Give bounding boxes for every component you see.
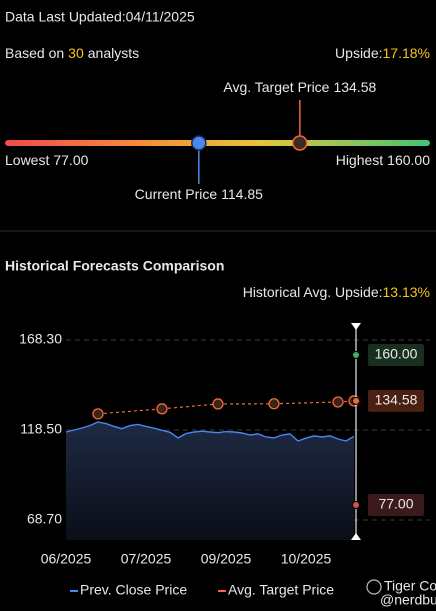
range-dot [352, 500, 360, 509]
watermark-brand: Tiger Community [384, 578, 436, 594]
target-marker [292, 135, 308, 151]
target-text: Avg. Target Price 134.58 [223, 79, 376, 95]
gauge-bar [5, 140, 430, 146]
target-dot [268, 398, 280, 410]
upside-text: Upside:17.18% [335, 45, 430, 61]
range-dot [352, 350, 360, 359]
target-dot [156, 403, 168, 415]
y-tick-label: 118.50 [20, 421, 62, 437]
y-tick-label: 68.70 [27, 511, 62, 527]
target-text-label: Avg. Target Price [223, 79, 329, 95]
current-marker [191, 135, 207, 151]
analysts-count: 30 [68, 45, 84, 61]
current-text: Current Price 114.85 [135, 186, 263, 202]
target-dot [332, 396, 344, 408]
chart-title: Historical Forecasts Comparison [5, 258, 224, 274]
analysts-suffix: analysts [88, 45, 139, 61]
gauge-high-value: 160.00 [387, 152, 430, 168]
x-tick-label: 09/2025 [201, 551, 252, 567]
x-tick-label: 06/2025 [41, 551, 92, 567]
gauge-low-label: Lowest [5, 152, 49, 168]
range-box [368, 343, 424, 366]
hist-upside-value: 13.13% [383, 284, 430, 300]
current-text-label: Current Price [135, 186, 218, 202]
cursor-top [351, 323, 361, 330]
current-text-value: 114.85 [221, 186, 263, 202]
upside-label: Upside: [335, 45, 382, 61]
range-label: 134.58 [375, 392, 418, 408]
target-dot [212, 398, 224, 410]
cursor-bottom [351, 533, 361, 540]
gauge-low: Lowest 77.00 [5, 152, 89, 168]
analysts-prefix: Based on [5, 45, 64, 61]
target-dot [92, 408, 104, 420]
upside-value: 17.18% [383, 45, 430, 61]
range-box [368, 493, 424, 516]
legend-label: Prev. Close Price [80, 582, 187, 598]
y-tick-label: 168.30 [19, 331, 62, 347]
gauge-high: Highest 160.00 [336, 152, 431, 168]
target-segment [97, 408, 163, 415]
hist-upside-text: Historical Avg. Upside:13.13% [243, 284, 430, 300]
watermark: Tiger Community @nerdbull1669 [366, 578, 436, 608]
range-label: 77.00 [378, 496, 413, 512]
watermark-user: @nerdbull1669 [380, 592, 436, 608]
target-text-value: 134.58 [333, 79, 376, 95]
gauge-low-value: 77.00 [53, 152, 88, 168]
close-line [65, 421, 355, 442]
analysts-text: Based on 30 analysts [5, 45, 139, 61]
updated-text: Data Last Updated:04/11/2025 [5, 9, 195, 25]
target-segment [273, 401, 339, 405]
range-dot [352, 396, 360, 405]
legend-label: Avg. Target Price [228, 582, 334, 598]
hist-upside-label: Historical Avg. Upside: [243, 284, 383, 300]
range-box [368, 389, 424, 412]
range-label: 160.00 [375, 346, 418, 362]
gauge-high-label: Highest [336, 152, 384, 168]
x-tick-label: 07/2025 [121, 551, 172, 567]
close-area [66, 422, 354, 540]
x-tick-label: 10/2025 [281, 551, 332, 567]
watermark-logo [366, 579, 382, 595]
